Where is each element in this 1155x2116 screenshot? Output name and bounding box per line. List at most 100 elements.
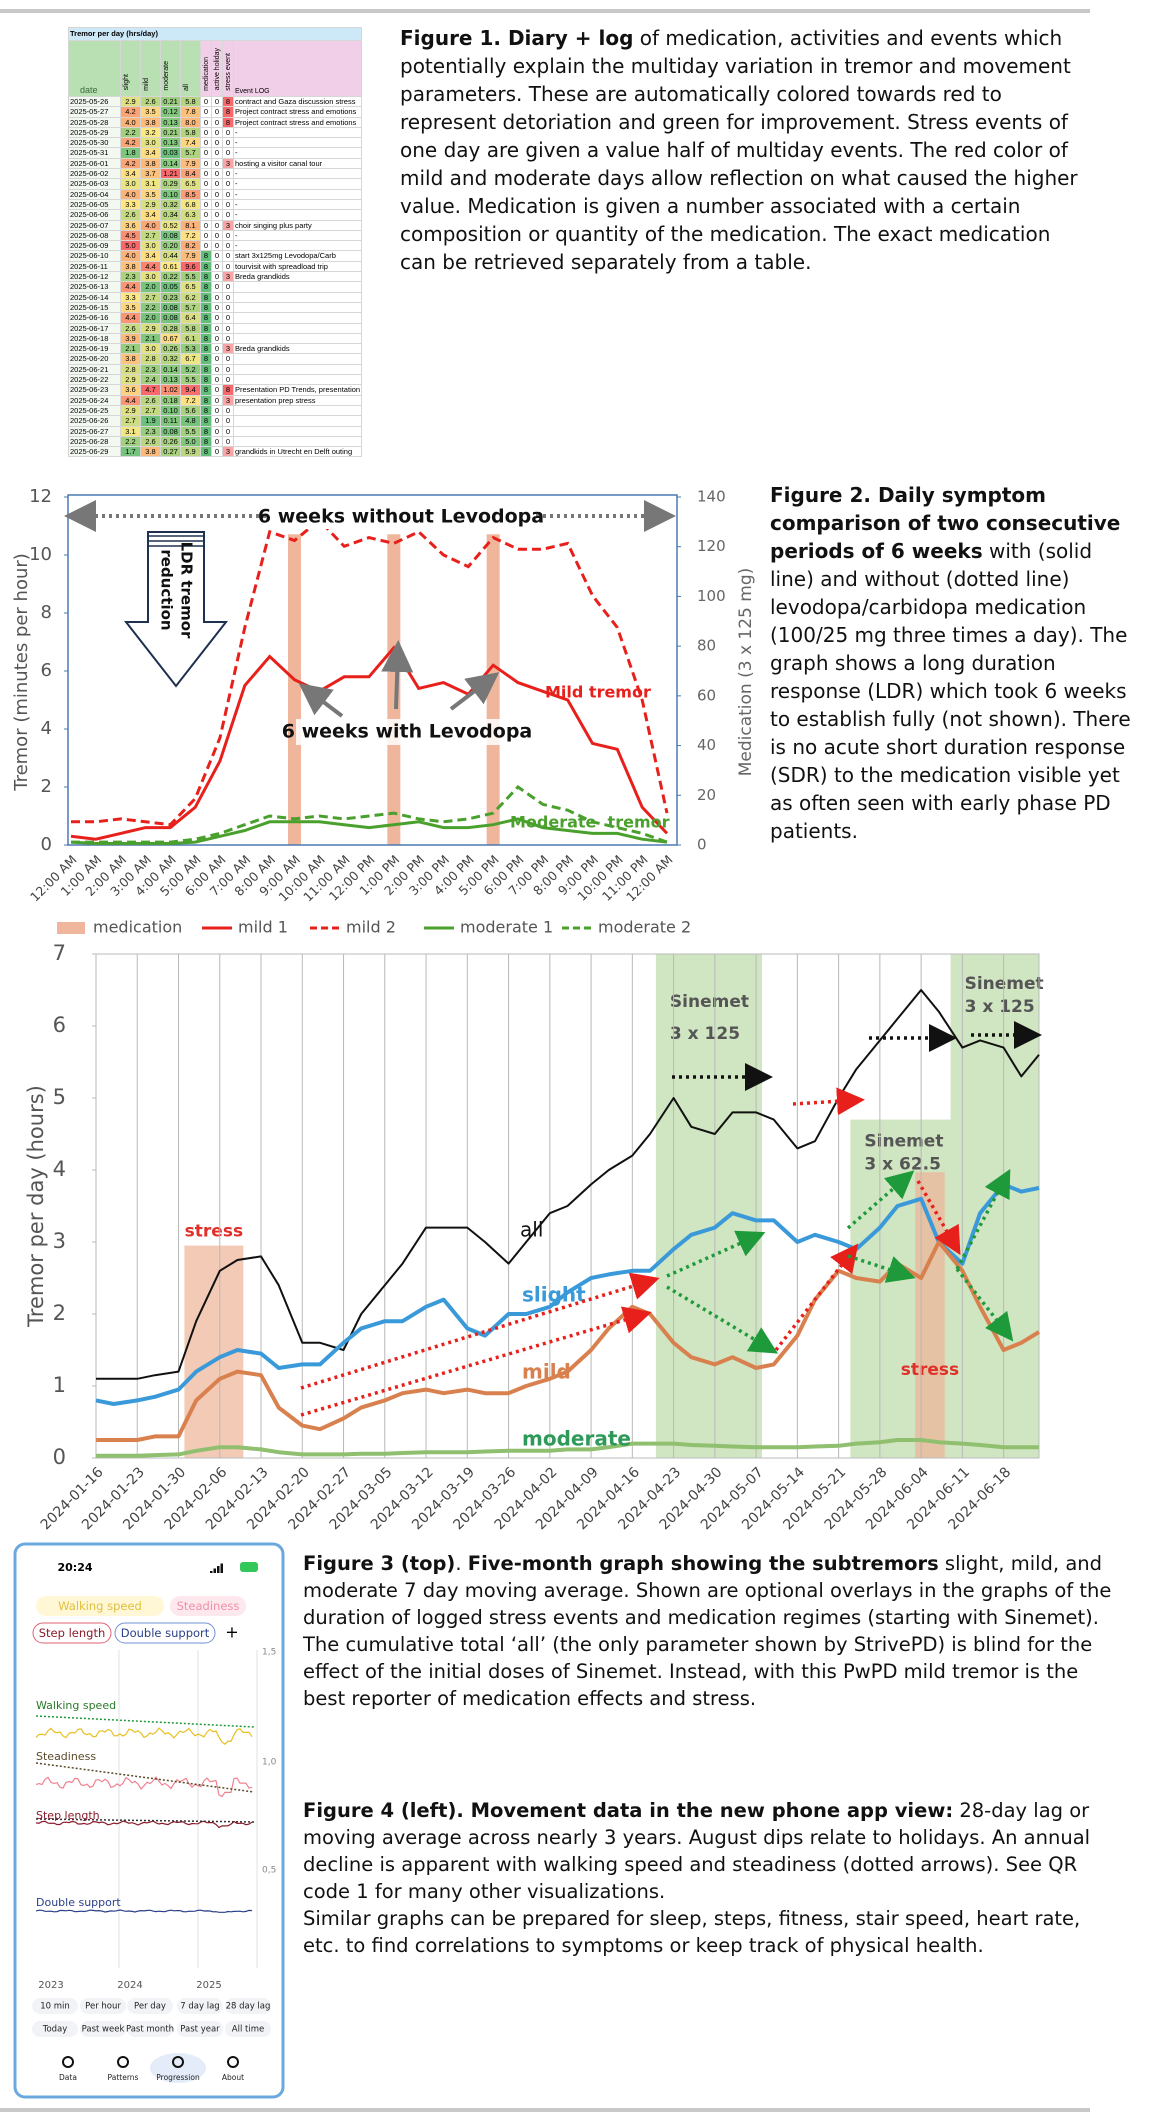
table-cell: 0 bbox=[211, 353, 223, 365]
table-cell: 8 bbox=[200, 425, 212, 437]
table-cell: 3.2 bbox=[140, 126, 161, 139]
table-cell: 2025-05-30 bbox=[68, 137, 121, 149]
figure-2-caption: Figure 2. Daily symptom comparison of tw… bbox=[770, 481, 1135, 845]
status-signal bbox=[220, 1563, 223, 1573]
y2-axis-label: Medication (3 x 125 mg) bbox=[736, 568, 756, 777]
year-label: 2023 bbox=[38, 1980, 63, 1991]
table-cell: 0 bbox=[222, 332, 234, 345]
metric-chip bbox=[32, 1622, 112, 1644]
chip-label: Steadiness bbox=[177, 1599, 240, 1613]
table-cell: 0 bbox=[222, 209, 234, 221]
table-cell: 4.0 bbox=[120, 116, 141, 128]
table-cell: 8 bbox=[200, 301, 212, 314]
table-cell: 0 bbox=[200, 137, 212, 149]
annotation-bg bbox=[270, 503, 532, 529]
table-cell: 5.3 bbox=[180, 343, 201, 355]
table-cell: 3.8 bbox=[120, 353, 141, 365]
table-cell: 2.3 bbox=[140, 425, 161, 437]
annotation-arrow bbox=[298, 683, 344, 718]
table-cell: 8.0 bbox=[180, 116, 201, 128]
table-cell: 0.22 bbox=[160, 271, 181, 283]
table-cell: 0 bbox=[211, 394, 223, 406]
table-cell: 0 bbox=[211, 332, 223, 345]
table-row: 2025-06-11 3.8 4.4 0.61 9.6 8 0 0 tourvisit with… bbox=[68, 260, 363, 273]
chip-label: Double support bbox=[121, 1626, 210, 1640]
status-time: 20:24 bbox=[57, 1561, 92, 1574]
table-cell: 0 bbox=[211, 384, 223, 396]
period-button bbox=[32, 2021, 78, 2037]
chip-label: Walking speed bbox=[58, 1599, 142, 1613]
table-row: 2025-06-03 3.0 3.1 0.29 6.5 0 0 0- bbox=[68, 178, 363, 190]
column-label: slight bbox=[123, 74, 130, 91]
table-cell: 0.67 bbox=[160, 332, 181, 345]
table-cell: 2.7 bbox=[140, 229, 161, 242]
table-cell: 0.61 bbox=[160, 260, 181, 273]
series-label: moderate bbox=[522, 1427, 631, 1451]
table-cell: 3.6 bbox=[120, 219, 141, 231]
table-cell: 0 bbox=[200, 219, 212, 231]
trend-arrow bbox=[35, 1762, 255, 1793]
table-cell: 8 bbox=[200, 271, 212, 283]
table-cell: 2.6 bbox=[120, 322, 141, 334]
table-cell: 2025-05-28 bbox=[68, 116, 121, 128]
add-chip: + bbox=[225, 1623, 238, 1642]
table-cell: 2.7 bbox=[140, 291, 161, 303]
table-cell: 0 bbox=[211, 178, 223, 190]
table-cell: 5.5 bbox=[180, 425, 201, 437]
table-cell: 0 bbox=[222, 291, 234, 303]
table-cell: 0 bbox=[211, 446, 223, 458]
table-cell: 8 bbox=[200, 312, 212, 324]
trend-line bbox=[35, 1727, 253, 1745]
column-label: stress event bbox=[225, 52, 232, 91]
y2-tick-label: 40 bbox=[697, 736, 716, 754]
table-cell: 2025-06-09 bbox=[68, 240, 121, 252]
table-cell: 3.5 bbox=[140, 106, 161, 118]
table-cell: 8 bbox=[200, 415, 212, 427]
table-cell: 0.05 bbox=[160, 281, 181, 293]
table-cell: 2.6 bbox=[140, 95, 161, 108]
diary-table: Tremor per day (hrs/day) date slight mild mo… bbox=[67, 27, 363, 458]
table-cell: 8 bbox=[200, 343, 212, 355]
table-cell: 2025-06-12 bbox=[68, 271, 121, 283]
table-cell: 0.29 bbox=[160, 178, 181, 190]
y-tick-label: 1 bbox=[53, 1373, 66, 1397]
table-cell: 2.2 bbox=[120, 435, 141, 448]
table-cell: 2025-06-16 bbox=[68, 312, 121, 324]
trend-line bbox=[35, 1776, 253, 1798]
annotation: 6 weeks with Levodopa bbox=[282, 721, 533, 743]
nav-icon bbox=[227, 2056, 239, 2068]
table-cell: 9.4 bbox=[180, 384, 201, 396]
table-cell: 8 bbox=[200, 260, 212, 273]
table-cell: 0 bbox=[222, 281, 234, 293]
table-cell: 0.11 bbox=[160, 415, 181, 427]
table-cell: 8 bbox=[200, 384, 212, 396]
table-title: Tremor per day (hrs/day) bbox=[67, 27, 363, 41]
y-tick-label: 3 bbox=[53, 1229, 66, 1253]
table-row: 2025-06-27 3.1 2.3 0.08 5.5 8 0 0 bbox=[68, 425, 363, 437]
table-cell: 2.8 bbox=[120, 363, 141, 376]
table-cell: 1.7 bbox=[120, 446, 141, 458]
table-cell: 0 bbox=[222, 374, 234, 386]
column-label: mild bbox=[143, 77, 150, 91]
table-cell: 4.0 bbox=[140, 219, 161, 231]
table-row: 2025-06-21 2.8 2.3 0.14 5.2 8 0 0 bbox=[68, 363, 363, 376]
table-cell: 0.32 bbox=[160, 198, 181, 211]
table-cell: - bbox=[232, 137, 363, 149]
nav-label: Patterns bbox=[108, 2073, 139, 2082]
table-cell: 0 bbox=[211, 116, 223, 128]
table-cell: 0.08 bbox=[160, 301, 181, 314]
annotation-bg bbox=[296, 719, 518, 745]
nav-icon bbox=[62, 2056, 74, 2068]
table-cell: Presentation PD Trends, presentation bbox=[232, 384, 363, 396]
caption-bold: Five-month graph showing the subtremors bbox=[467, 1552, 939, 1575]
y-tick-label: 7 bbox=[53, 941, 66, 965]
overlay-band bbox=[915, 1172, 945, 1458]
table-cell: - bbox=[232, 198, 363, 211]
column-header: stress event bbox=[222, 40, 234, 97]
table-row: 2025-06-28 2.2 2.6 0.26 5.0 8 0 0 bbox=[68, 435, 363, 448]
table-cell: 2025-06-07 bbox=[68, 219, 121, 231]
table-cell: 2025-06-20 bbox=[68, 353, 121, 365]
table-cell: 0 bbox=[211, 415, 223, 427]
table-cell: 0 bbox=[211, 322, 223, 334]
